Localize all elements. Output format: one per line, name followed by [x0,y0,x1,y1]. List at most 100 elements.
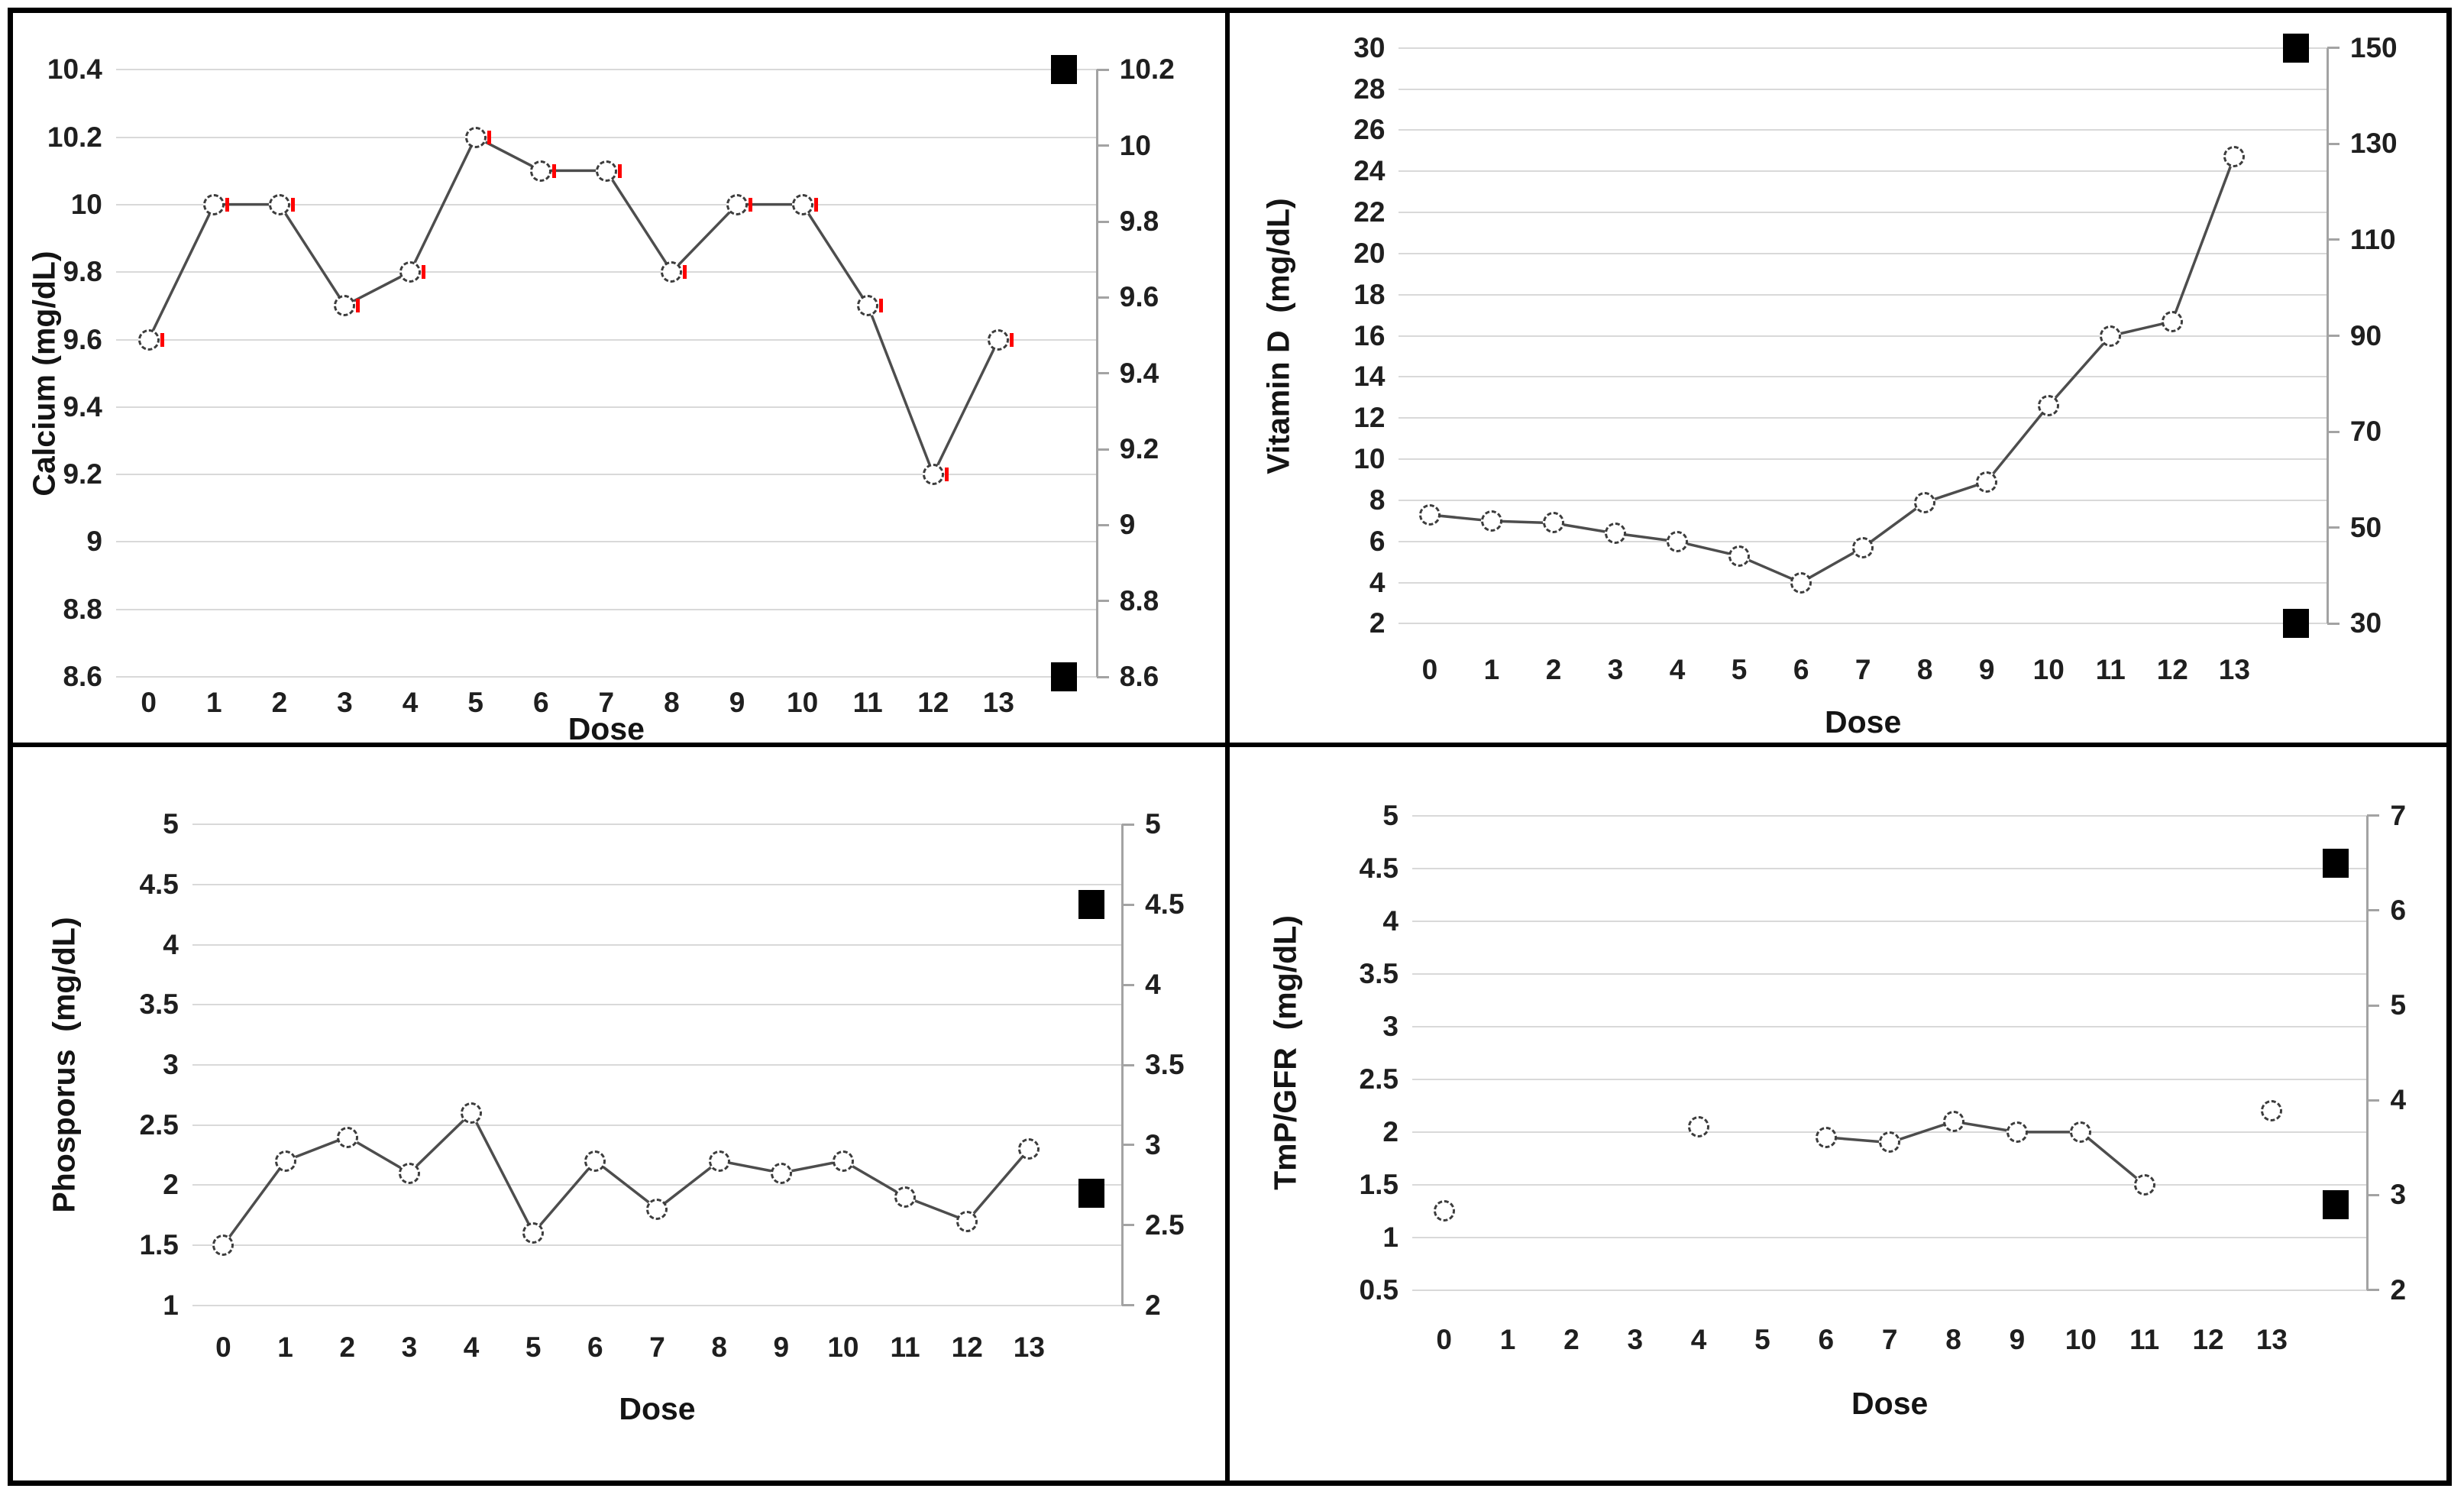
gridline [115,474,1097,476]
gridline [1399,170,2327,173]
x-tick-label: 6 [1818,1323,1835,1355]
secondary-y-axis-line [2366,815,2369,1290]
data-point-marker [212,1235,234,1257]
right-y-tick-label: 150 [2349,31,2398,63]
x-tick-label: 2 [339,1331,356,1363]
y-tick-label: 4.5 [1359,852,1399,884]
red-tick-accent [944,468,949,482]
data-point-marker [268,194,295,216]
right-y-tick-label: 9.8 [1119,205,1159,238]
gridline [192,943,1123,946]
x-tick-label: 7 [649,1331,665,1363]
gridline [1411,1025,2368,1027]
red-tick-accent [487,130,491,144]
x-tick-label: 11 [852,687,883,719]
secondary-axis-tick [1122,1144,1135,1147]
gridline [1399,458,2327,461]
x-tick-label: 6 [1793,653,1809,685]
secondary-axis-tick [1122,1304,1135,1307]
data-point-marker [1433,1200,1455,1222]
gridline [1411,972,2368,975]
data-point-marker [2070,1121,2092,1143]
y-tick-label: 10.2 [47,121,102,153]
x-tick-label: 4 [1669,653,1686,685]
secondary-axis-tick [1096,296,1109,299]
y-tick-label: 14 [1353,361,1386,393]
x-axis-title: Dose [1825,704,1902,740]
data-point-marker [1942,1110,1964,1132]
secondary-axis-tick [2327,622,2340,625]
y-tick-label: 30 [1353,31,1386,63]
x-tick-label: 7 [1854,653,1871,685]
data-point-marker [530,160,557,182]
secondary-axis-tick [1096,675,1109,678]
data-point-marker [1542,512,1564,534]
x-tick-label: 6 [532,687,549,719]
right-y-tick-label: 110 [2349,224,2396,255]
x-tick-label: 11 [2095,653,2126,685]
gridline [115,541,1097,543]
gridline [1411,1078,2368,1080]
plot-area [1399,33,2340,639]
right-y-tick-label: 2 [1145,1289,1161,1321]
right-y-tick-label: 50 [2349,511,2382,543]
gridline [1399,376,2327,378]
gridline [1411,1236,2368,1238]
data-point-marker [832,1150,854,1172]
x-tick-label: 10 [787,687,819,719]
gridline [192,1124,1123,1126]
x-tick-label: 1 [1499,1323,1516,1355]
red-tick-accent [749,198,753,212]
y-tick-label: 10.4 [47,53,102,86]
gridline [192,1244,1123,1247]
normal-range-lower-marker [1078,1178,1104,1208]
gridline [1399,88,2327,90]
y-tick-label: 9.2 [63,458,102,490]
gridline [115,204,1097,206]
y-tick-label: 9.4 [63,390,102,422]
right-y-tick-label: 9.6 [1119,281,1159,313]
data-point-marker [1815,1126,1837,1148]
data-point-marker [791,194,818,216]
y-tick-label: 9.6 [63,323,102,355]
y-tick-label: 9.8 [63,256,102,288]
x-tick-label: 0 [141,687,157,719]
x-tick-label: 12 [2156,653,2188,685]
gridline [1399,335,2327,337]
y-tick-label: 5 [1382,799,1399,831]
right-y-tick-label: 10.2 [1119,53,1175,86]
x-tick-label: 10 [2032,653,2065,685]
red-tick-accent [225,198,230,212]
gridline [1399,129,2327,131]
y-tick-label: 1 [1382,1221,1399,1253]
gridline [1399,252,2327,254]
data-point-marker [726,194,753,216]
x-tick-label: 3 [337,687,353,719]
red-tick-accent [290,198,295,212]
x-tick-label: 8 [664,687,680,719]
gridline [192,1004,1123,1006]
x-tick-label: 11 [2129,1323,2160,1355]
x-axis-title: Dose [567,710,645,746]
plot-area [192,823,1135,1307]
data-point-marker [2223,146,2246,168]
gridline [192,1184,1123,1186]
y-tick-label: 10 [70,189,102,221]
gridline [192,1064,1123,1066]
data-point-marker [398,1162,420,1184]
x-tick-label: 2 [271,687,288,719]
data-point-marker [2038,395,2060,417]
gridline [115,136,1097,138]
gridline [192,1304,1123,1306]
normal-range-upper-marker [1050,55,1077,85]
data-point-marker [646,1198,668,1220]
data-point-marker [336,1126,358,1148]
gridline [1399,417,2327,419]
gridline [115,69,1097,71]
gridline [1411,1183,2368,1186]
gridline [115,338,1097,341]
right-y-tick-label: 7 [2390,799,2407,831]
normal-range-lower-marker [2322,1189,2349,1219]
y-tick-label: 3.5 [139,989,179,1021]
data-point-marker [399,261,426,283]
